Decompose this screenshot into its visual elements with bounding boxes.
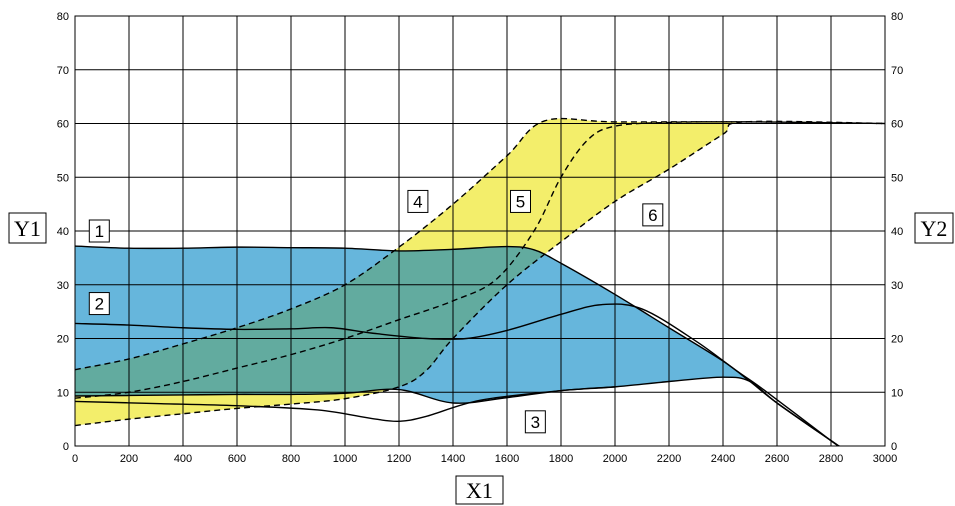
y1-tick-label: 80 bbox=[57, 11, 69, 23]
x-tick-label: 1600 bbox=[495, 453, 519, 465]
plot-frame bbox=[74, 15, 886, 447]
curve-6 bbox=[75, 120, 885, 427]
x-axis-label: X1 bbox=[466, 478, 493, 503]
x-tick-label: 200 bbox=[120, 453, 138, 465]
curve-label-2: 2 bbox=[88, 292, 110, 316]
curve-label-text: 6 bbox=[648, 206, 657, 225]
curve-3 bbox=[75, 376, 840, 446]
x-tick-label: 2400 bbox=[711, 453, 735, 465]
y2-tick-label: 10 bbox=[891, 387, 903, 399]
y2-tick-label: 30 bbox=[891, 280, 903, 292]
curve-label-3: 3 bbox=[524, 410, 546, 434]
curve-label-6: 6 bbox=[642, 203, 664, 227]
y1-tick-label: 50 bbox=[57, 172, 69, 184]
y1-tick-label: 20 bbox=[57, 334, 69, 346]
x-tick-label: 1400 bbox=[441, 453, 465, 465]
x-tick-label: 1200 bbox=[387, 453, 411, 465]
x-tick-label: 2000 bbox=[603, 453, 627, 465]
curve-label-1: 1 bbox=[88, 219, 110, 243]
y2-tick-label: 70 bbox=[891, 65, 903, 77]
curve-label-text: 1 bbox=[95, 222, 104, 241]
curve-5 bbox=[75, 121, 885, 399]
y2-tick-label: 20 bbox=[891, 334, 903, 346]
curve-label-text: 2 bbox=[95, 295, 104, 314]
x-tick-label: 800 bbox=[282, 453, 300, 465]
curve-label-text: 3 bbox=[531, 413, 540, 432]
y2-label-box: Y2 bbox=[914, 212, 954, 244]
x-tick-label: 1800 bbox=[549, 453, 573, 465]
curve-annotations: 1 2 3 4 5 6 bbox=[88, 189, 664, 434]
curve-label-4: 4 bbox=[407, 189, 429, 213]
y2-tick-label: 40 bbox=[891, 226, 903, 238]
x-tick-label: 2200 bbox=[657, 453, 681, 465]
y2-tick-label: 60 bbox=[891, 119, 903, 131]
y1-tick-label: 70 bbox=[57, 65, 69, 77]
x-tick-label: 2600 bbox=[765, 453, 789, 465]
x-tick-label: 2800 bbox=[819, 453, 843, 465]
tick-labels: 0 200 400 600 800 1000 1200 1400 1600 1800 2000 220… bbox=[57, 11, 904, 465]
y1-tick-label: 40 bbox=[57, 226, 69, 238]
x-tick-label: 600 bbox=[228, 453, 246, 465]
x-tick-label: 0 bbox=[72, 453, 78, 465]
y1-tick-label: 30 bbox=[57, 280, 69, 292]
curves bbox=[75, 117, 885, 446]
curve-7 bbox=[75, 386, 616, 423]
x-tick-label: 400 bbox=[174, 453, 192, 465]
y2-tick-label: 0 bbox=[891, 441, 897, 453]
blue-region bbox=[75, 246, 840, 446]
y2-tick-label: 50 bbox=[891, 172, 903, 184]
x1-label-box: X1 bbox=[455, 475, 504, 505]
y2-tick-label: 80 bbox=[891, 11, 903, 23]
x-tick-label: 3000 bbox=[873, 453, 897, 465]
y1-tick-label: 0 bbox=[63, 441, 69, 453]
filled-regions bbox=[75, 118, 885, 446]
curve-2 bbox=[75, 303, 840, 446]
y1-axis-label: Y1 bbox=[14, 216, 41, 241]
y1-tick-label: 10 bbox=[57, 387, 69, 399]
x-tick-label: 1000 bbox=[333, 453, 357, 465]
curve-label-5: 5 bbox=[510, 189, 531, 213]
y1-tick-label: 60 bbox=[57, 119, 69, 131]
y1-label-box: Y1 bbox=[8, 212, 47, 244]
curve-label-text: 5 bbox=[516, 192, 525, 211]
curve-label-text: 4 bbox=[413, 192, 422, 211]
y2-axis-label: Y2 bbox=[921, 216, 948, 241]
